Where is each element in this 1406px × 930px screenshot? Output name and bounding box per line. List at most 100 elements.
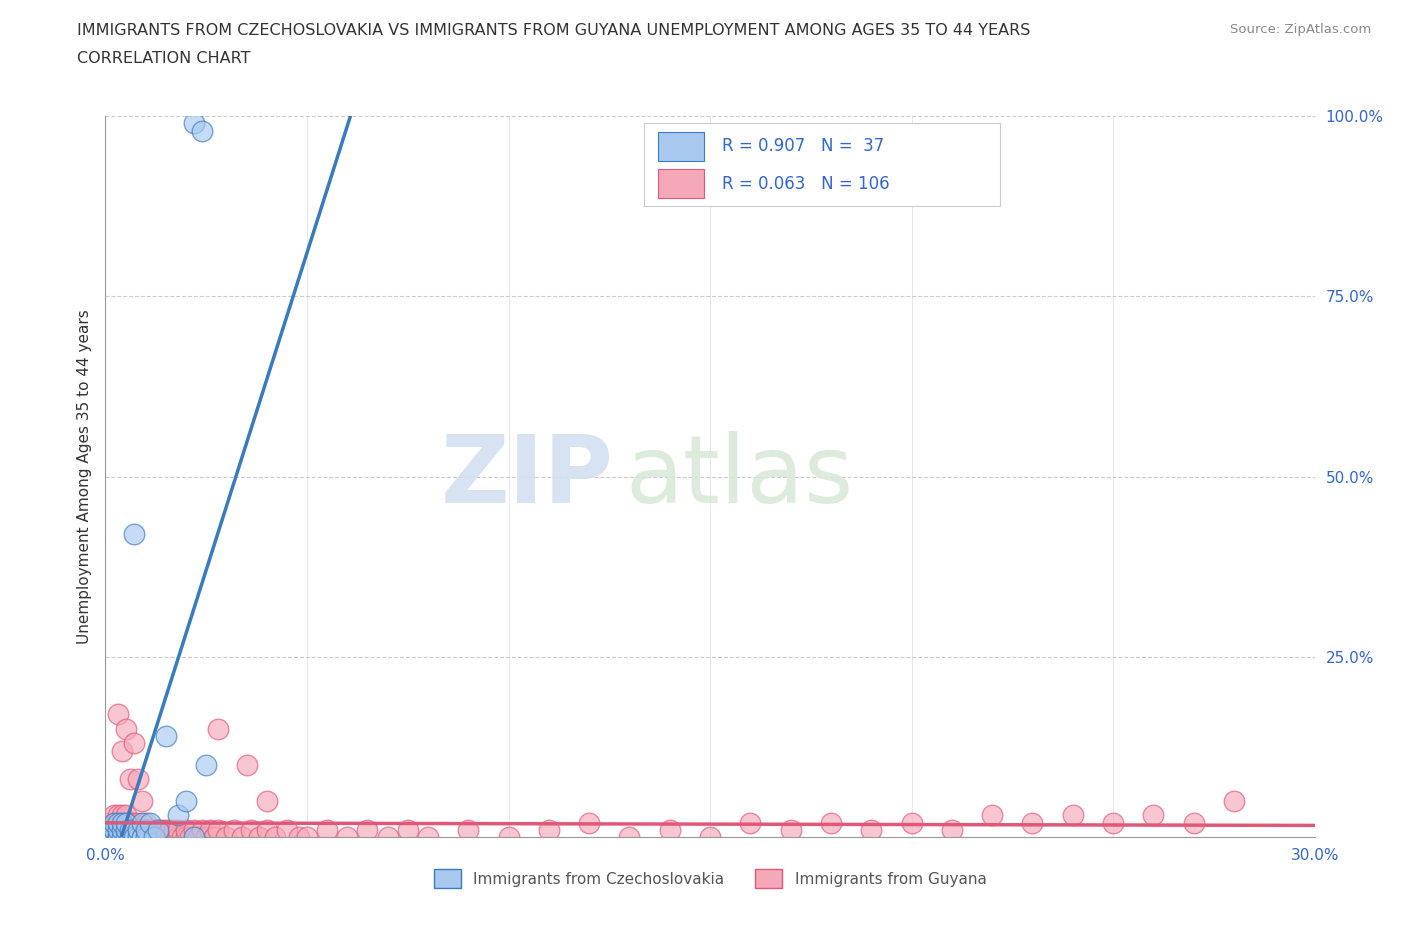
Point	[316, 822, 339, 837]
Point	[110, 808, 132, 823]
Point	[107, 822, 129, 837]
Point	[146, 822, 169, 837]
Point	[118, 772, 141, 787]
Point	[191, 123, 214, 138]
Point	[159, 822, 181, 837]
Point	[103, 830, 125, 844]
Point	[1021, 815, 1043, 830]
Point	[110, 830, 132, 844]
Point	[356, 822, 378, 837]
Point	[103, 808, 125, 823]
Point	[820, 815, 842, 830]
Point	[114, 722, 136, 737]
Point	[131, 830, 153, 844]
Point	[167, 830, 190, 844]
Point	[276, 822, 298, 837]
Point	[174, 830, 197, 844]
Point	[142, 822, 165, 837]
Point	[107, 808, 129, 823]
Point	[699, 830, 721, 844]
Point	[107, 830, 129, 844]
Point	[142, 830, 165, 844]
Point	[98, 830, 121, 844]
Point	[98, 822, 121, 837]
Point	[195, 757, 218, 772]
Text: Source: ZipAtlas.com: Source: ZipAtlas.com	[1230, 23, 1371, 36]
Point	[779, 822, 801, 837]
Point	[139, 830, 162, 844]
Point	[139, 815, 162, 830]
Point	[174, 822, 197, 837]
Point	[127, 772, 149, 787]
Point	[107, 815, 129, 830]
Point	[103, 830, 125, 844]
Point	[110, 815, 132, 830]
Text: IMMIGRANTS FROM CZECHOSLOVAKIA VS IMMIGRANTS FROM GUYANA UNEMPLOYMENT AMONG AGES: IMMIGRANTS FROM CZECHOSLOVAKIA VS IMMIGR…	[77, 23, 1031, 38]
Point	[235, 757, 257, 772]
Point	[239, 822, 262, 837]
Legend: Immigrants from Czechoslovakia, Immigrants from Guyana: Immigrants from Czechoslovakia, Immigran…	[427, 863, 993, 895]
Point	[114, 808, 136, 823]
Point	[131, 830, 153, 844]
Point	[114, 822, 136, 837]
Point	[142, 830, 165, 844]
Point	[118, 815, 141, 830]
Point	[103, 822, 125, 837]
Point	[183, 116, 205, 131]
Point	[114, 815, 136, 830]
Point	[118, 822, 141, 837]
Point	[135, 830, 157, 844]
Point	[860, 822, 883, 837]
Point	[150, 830, 173, 844]
Point	[224, 822, 246, 837]
Point	[377, 830, 399, 844]
Point	[131, 815, 153, 830]
Point	[122, 822, 145, 837]
Point	[118, 822, 141, 837]
Point	[207, 822, 229, 837]
Point	[578, 815, 600, 830]
Point	[1182, 815, 1205, 830]
Point	[195, 830, 218, 844]
Point	[110, 830, 132, 844]
Point	[98, 822, 121, 837]
Point	[135, 830, 157, 844]
Point	[163, 830, 186, 844]
Point	[131, 793, 153, 808]
Point	[98, 830, 121, 844]
Point	[1223, 793, 1246, 808]
Point	[167, 822, 190, 837]
Point	[207, 722, 229, 737]
Point	[155, 729, 177, 744]
Point	[118, 830, 141, 844]
Point	[202, 830, 225, 844]
Point	[981, 808, 1004, 823]
Point	[146, 830, 169, 844]
Point	[187, 830, 209, 844]
Point	[114, 815, 136, 830]
Point	[114, 822, 136, 837]
Point	[118, 830, 141, 844]
Point	[900, 815, 922, 830]
Point	[127, 830, 149, 844]
Point	[127, 830, 149, 844]
Point	[107, 815, 129, 830]
Point	[396, 822, 419, 837]
Point	[200, 822, 222, 837]
Point	[135, 822, 157, 837]
Point	[103, 815, 125, 830]
Point	[122, 830, 145, 844]
Point	[416, 830, 439, 844]
Point	[163, 822, 186, 837]
Point	[103, 815, 125, 830]
Point	[179, 830, 201, 844]
Point	[231, 830, 253, 844]
Point	[183, 822, 205, 837]
Point	[107, 830, 129, 844]
Point	[295, 830, 318, 844]
Point	[127, 822, 149, 837]
Point	[740, 815, 762, 830]
Point	[135, 815, 157, 830]
Point	[110, 822, 132, 837]
Point	[215, 830, 238, 844]
